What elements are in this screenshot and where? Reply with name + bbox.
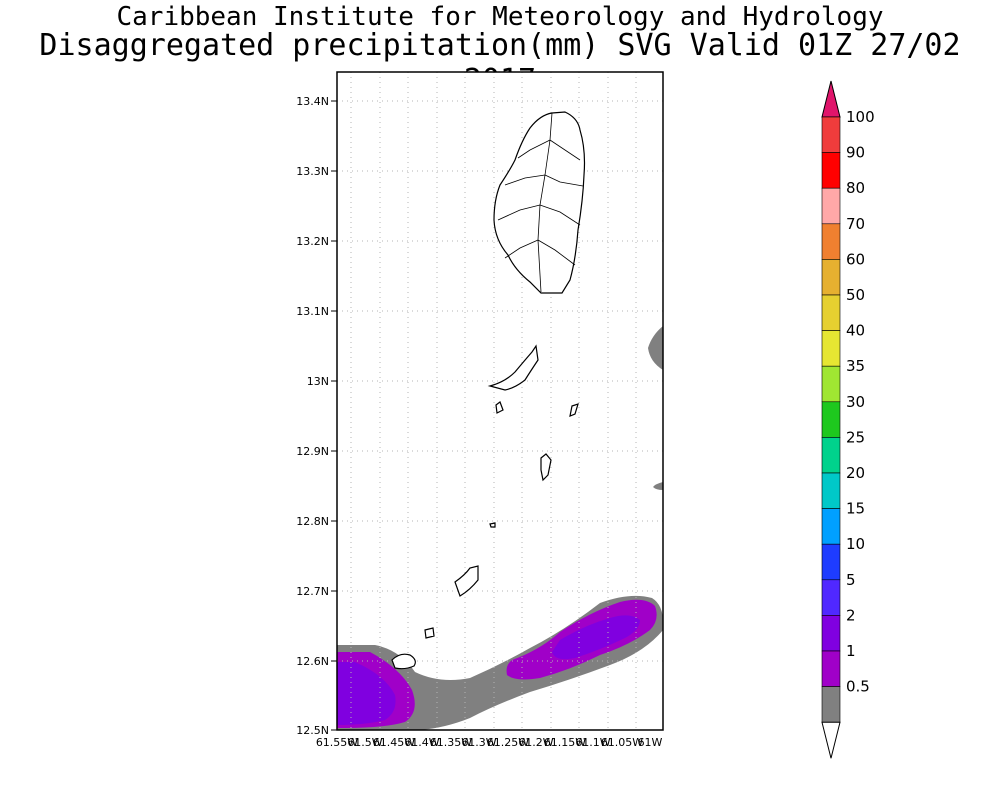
colorbar-segment [821, 152, 841, 189]
colorbar-level-label: 70 [846, 215, 865, 233]
colorbar-overflow-triangle [821, 80, 841, 118]
colorbar-segment [821, 508, 841, 545]
colorbar-segment [821, 472, 841, 509]
colorbar-level-label: 100 [846, 108, 875, 126]
colorbar-segment [821, 223, 841, 260]
lon-tick-label: 61.5W [347, 736, 382, 749]
colorbar-level-label: 40 [846, 322, 865, 340]
colorbar: 100 90 80 70 60 50 40 35 30 25 20 15 10 5 2 1 0.5 [821, 80, 875, 759]
colorbar-segment [821, 650, 841, 687]
lon-tick-label: 61.25W [487, 736, 529, 749]
colorbar-level-label: 1 [846, 642, 856, 660]
colorbar-level-label: 90 [846, 144, 865, 162]
longitude-axis: 61.55W 61.5W 61.45W 61.4W 61.35W 61.3W 6… [316, 736, 663, 749]
islet-2 [495, 401, 504, 414]
st-vincent-watersheds [497, 112, 584, 293]
colorbar-level-label: 30 [846, 393, 865, 411]
colorbar-segment [821, 294, 841, 331]
precip-blob-east-1 [648, 326, 663, 370]
lat-tick-label: 12.8N [296, 515, 329, 528]
lon-tick-label: 61.45W [373, 736, 415, 749]
colorbar-segment [821, 365, 841, 403]
colorbar-underflow-triangle [821, 721, 841, 759]
islet-1 [424, 627, 435, 639]
colorbar-level-label: 10 [846, 535, 865, 553]
institute-title: Caribbean Institute for Meteorology and … [116, 2, 884, 32]
colorbar-segment [821, 686, 841, 723]
lon-tick-label: 61.3W [461, 736, 496, 749]
colorbar-level-label: 0.5 [846, 678, 870, 696]
colorbar-level-label: 15 [846, 500, 865, 518]
lon-tick-label: 61W [638, 736, 663, 749]
map-frame [336, 71, 664, 731]
lat-tick-label: 12.9N [296, 445, 329, 458]
canouan-island [569, 403, 579, 417]
colorbar-segment [821, 579, 841, 616]
precip-core-southeast-2mm [552, 615, 640, 660]
colorbar-segment [821, 259, 841, 296]
island-outlines [391, 111, 586, 670]
lat-tick-label: 13N [307, 375, 329, 388]
colorbar-level-label: 20 [846, 464, 865, 482]
lon-tick-label: 61.4W [404, 736, 439, 749]
union-island-group [454, 565, 479, 597]
colorbar-segment [821, 116, 841, 153]
colorbar-segment [821, 437, 841, 474]
colorbar-segment [821, 615, 841, 652]
colorbar-level-label: 50 [846, 286, 865, 304]
colorbar-segment [821, 330, 841, 367]
product-title: Disaggregated precipitation(mm) SVG Vali… [39, 28, 961, 98]
lon-tick-label: 61.1W [575, 736, 610, 749]
lon-tick-label: 61.2W [518, 736, 553, 749]
colorbar-segment [821, 401, 841, 438]
colorbar-level-label: 35 [846, 357, 865, 375]
colorbar-level-label: 80 [846, 179, 865, 197]
precip-core-southwest-2mm [337, 662, 396, 725]
lat-tick-label: 12.6N [296, 655, 329, 668]
colorbar-level-label: 60 [846, 250, 865, 268]
lat-tick-label: 13.1N [296, 305, 329, 318]
colorbar-segment [821, 543, 841, 581]
precip-blob-east-2 [653, 482, 663, 490]
colorbar-level-label: 25 [846, 428, 865, 446]
lat-tick-label: 13.2N [296, 235, 329, 248]
islet-3 [489, 522, 496, 528]
lat-tick-label: 13.4N [296, 95, 329, 108]
mustique-island [540, 453, 552, 482]
lat-tick-label: 13.3N [296, 165, 329, 178]
bequia-island [487, 344, 539, 391]
precipitation-shading [337, 326, 664, 730]
lat-tick-label: 12.7N [296, 585, 329, 598]
lon-tick-label: 61.15W [544, 736, 586, 749]
colorbar-segment [821, 187, 841, 225]
lon-tick-label: 61.05W [601, 736, 643, 749]
colorbar-level-label: 5 [846, 571, 856, 589]
st-vincent-island [493, 111, 586, 294]
colorbar-level-label: 2 [846, 606, 856, 624]
lon-tick-label: 61.35W [430, 736, 472, 749]
carriacou-island [391, 653, 416, 670]
lon-tick-label: 61.55W [316, 736, 358, 749]
lat-tick-label: 12.5N [296, 724, 329, 737]
latitude-axis: 13.4N 13.3N 13.2N 13.1N 13N 12.9N 12.8N … [296, 95, 337, 737]
